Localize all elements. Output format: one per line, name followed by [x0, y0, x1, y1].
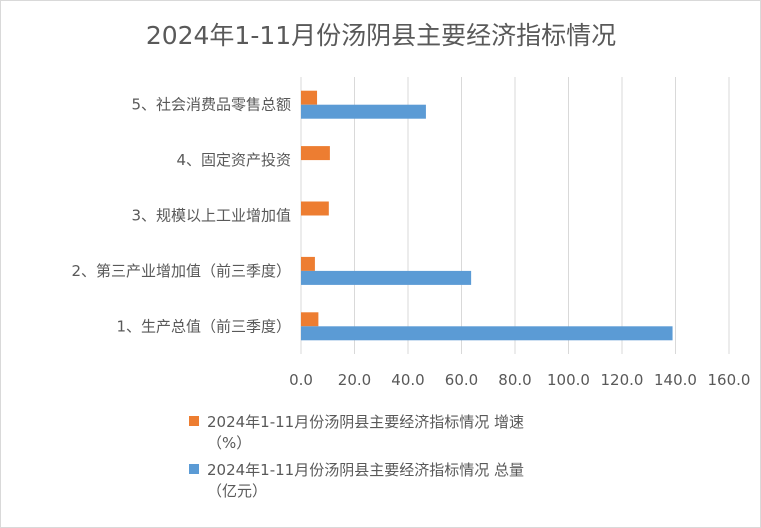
bar-growth: [301, 146, 330, 161]
legend-label-unit: （亿元）: [207, 482, 267, 500]
legend-swatch: [189, 464, 199, 474]
x-tick-label: 120.0: [601, 371, 644, 389]
legend-label: 2024年1-11月份汤阴县主要经济指标情况 总量: [207, 461, 524, 479]
x-tick-label: 0.0: [289, 371, 313, 389]
x-tick-label: 160.0: [708, 371, 751, 389]
bar-growth: [301, 256, 315, 271]
legend: 2024年1-11月份汤阴县主要经济指标情况 增速 （%） 2024年1-11月份汤…: [189, 413, 524, 500]
legend-swatch: [189, 416, 199, 426]
bar-total: [301, 104, 426, 119]
x-tick-label: 140.0: [654, 371, 697, 389]
x-tick-label: 20.0: [338, 371, 371, 389]
category-labels: 5、社会消费品零售总额 4、固定资产投资 3、规模以上工业增加值 2、第三产业增加值（…: [71, 96, 291, 336]
category-label: 2、第三产业增加值（前三季度）: [71, 262, 291, 280]
x-tick-label: 80.0: [498, 371, 531, 389]
chart-title: 2024年1-11月份汤阴县主要经济指标情况: [146, 21, 616, 50]
bar-growth: [301, 201, 329, 216]
legend-label-unit: （%）: [207, 434, 251, 452]
category-label: 1、生产总值（前三季度）: [116, 317, 291, 335]
category-label: 4、固定资产投资: [176, 151, 291, 169]
category-label: 5、社会消费品零售总额: [131, 96, 291, 114]
bar-total: [301, 326, 673, 341]
bars: [301, 90, 673, 341]
x-tick-label: 100.0: [547, 371, 590, 389]
bar-total: [301, 270, 472, 285]
x-tick-label: 40.0: [391, 371, 424, 389]
grid-lines: [300, 77, 730, 354]
bar-growth: [301, 90, 318, 105]
legend-label: 2024年1-11月份汤阴县主要经济指标情况 增速: [207, 413, 524, 431]
category-label: 3、规模以上工业增加值: [131, 207, 291, 225]
x-tick-label: 60.0: [445, 371, 478, 389]
x-tick-labels: 0.0 20.0 40.0 60.0 80.0 100.0 120.0 140.0 160.0: [289, 371, 750, 389]
bar-growth: [301, 312, 319, 327]
